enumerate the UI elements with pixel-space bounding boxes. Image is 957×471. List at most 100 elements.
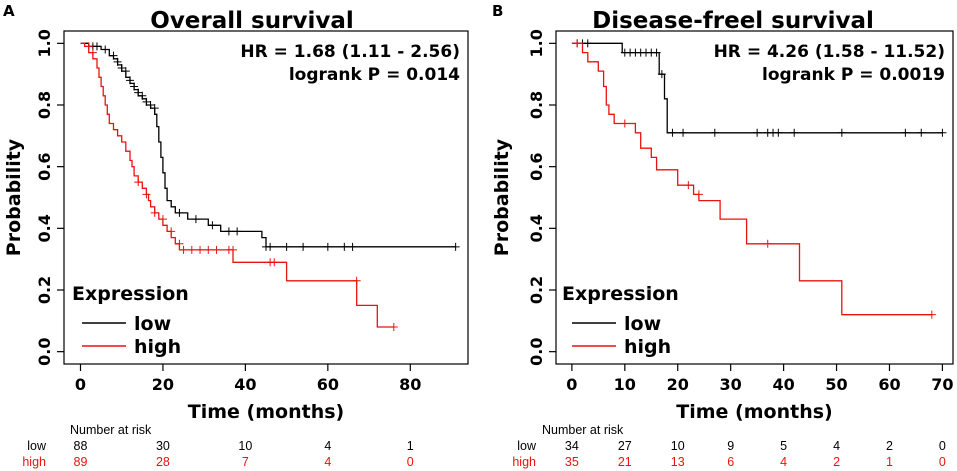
censor-mark-high [389,323,398,331]
censor-mark-low [130,82,139,91]
risk-value-high: 28 [156,455,170,469]
censor-mark-low [125,76,134,85]
risk-table: Number at risk low 88 30 10 4 1 high 89 28 7 4 0 [22,423,413,469]
y-tick-label: 0.4 [35,214,54,242]
y-tick-label: 0.2 [527,276,546,304]
x-tick-label: 10 [614,375,636,394]
censor-mark-high [694,190,703,199]
censor-mark-high [270,258,279,267]
censor-mark-high [573,39,582,48]
y-tick-label: 0.6 [35,152,54,180]
censor-mark-high [229,245,238,254]
censor-mark-high [196,245,205,254]
censor-mark-high [352,276,361,285]
x-tick-label: 30 [720,375,742,394]
risk-value-low: 88 [74,439,88,453]
censor-mark-low [917,128,926,137]
x-tick-label: 0 [566,375,577,394]
logrank-p: logrank P = 0.0019 [762,65,945,85]
risk-value-high: 6 [727,455,734,469]
risk-value-high: 35 [565,455,579,469]
risk-value-high: 1 [886,455,893,469]
censor-mark-high [927,310,936,319]
y-axis-label: Probability [3,138,25,256]
risk-value-low: 9 [727,439,734,453]
censor-mark-high [167,227,176,236]
risk-value-low: 27 [618,439,632,453]
legend-title: Expression [562,283,679,305]
censor-mark-low [233,227,242,236]
risk-value-low: 1 [407,439,414,453]
legend-entry-low: low [134,313,171,335]
censor-mark-low [224,227,233,236]
censor-mark-low [837,128,846,137]
censor-mark-low [208,221,217,230]
censor-mark-high [142,190,151,199]
chart-title: Overall survival [150,8,353,34]
risk-row-label-low: low [27,439,47,453]
censor-mark-low [282,242,291,251]
x-tick-label: 40 [234,375,256,394]
y-tick-label: 0.4 [527,214,546,242]
censor-mark-low [938,128,947,137]
censor-mark-high [134,178,143,187]
risk-value-low: 2 [886,439,893,453]
censor-mark-low [901,128,910,137]
panel-letter: B [492,2,503,20]
x-tick-label: 80 [399,375,421,394]
y-tick-label: 0.2 [35,276,54,304]
censor-mark-high [684,181,693,190]
risk-value-low: 30 [156,439,170,453]
x-tick-label: 0 [75,375,86,394]
legend-title: Expression [72,283,189,305]
chart-title: Disease-freel survival [592,8,874,34]
censor-mark-low [117,64,126,72]
censor-mark-low [113,57,122,66]
y-tick-label: 0.0 [35,337,54,365]
risk-value-low: 4 [324,439,331,453]
censor-mark-high [175,239,184,248]
risk-value-high: 0 [939,455,946,469]
risk-row-label-low: low [517,439,537,453]
y-tick-label: 0.8 [35,91,54,119]
censor-mark-low [101,45,110,54]
x-axis-label: Time (months) [188,401,344,423]
censor-mark-low [652,48,661,57]
censor-mark-high [620,119,629,128]
y-tick-label: 1.0 [527,29,546,57]
censor-mark-low [299,242,308,251]
censor-mark-low [657,70,666,79]
risk-value-high: 2 [833,455,840,469]
censor-mark-low [753,128,762,137]
censor-mark-high [763,239,772,248]
x-tick-label: 60 [878,375,900,394]
series-line-high [571,42,932,316]
censor-mark-low [348,242,357,251]
x-axis-label: Time (months) [676,401,832,423]
censor-mark-low [92,42,101,51]
censor-mark-low [790,128,799,137]
censor-mark-high [179,245,188,254]
censor-mark-high [88,48,97,57]
risk-value-high: 4 [324,455,331,469]
censor-mark-low [340,242,349,251]
hazard-ratio: HR = 4.26 (1.58 - 11.52) [714,42,945,62]
risk-value-low: 4 [833,439,840,453]
risk-value-low: 5 [780,439,787,453]
risk-table-title: Number at risk [70,423,152,437]
risk-row-label-high: high [22,455,46,469]
legend-entry-high: high [134,336,181,358]
censor-mark-high [204,245,213,254]
plot-frame [555,30,954,365]
censor-mark-high [158,215,167,224]
plot-frame [63,30,469,365]
censor-mark-low [266,242,275,251]
series-line-high [80,42,394,328]
censor-mark-high [150,208,159,217]
censor-mark-low [142,97,151,106]
censor-mark-low [451,242,460,251]
